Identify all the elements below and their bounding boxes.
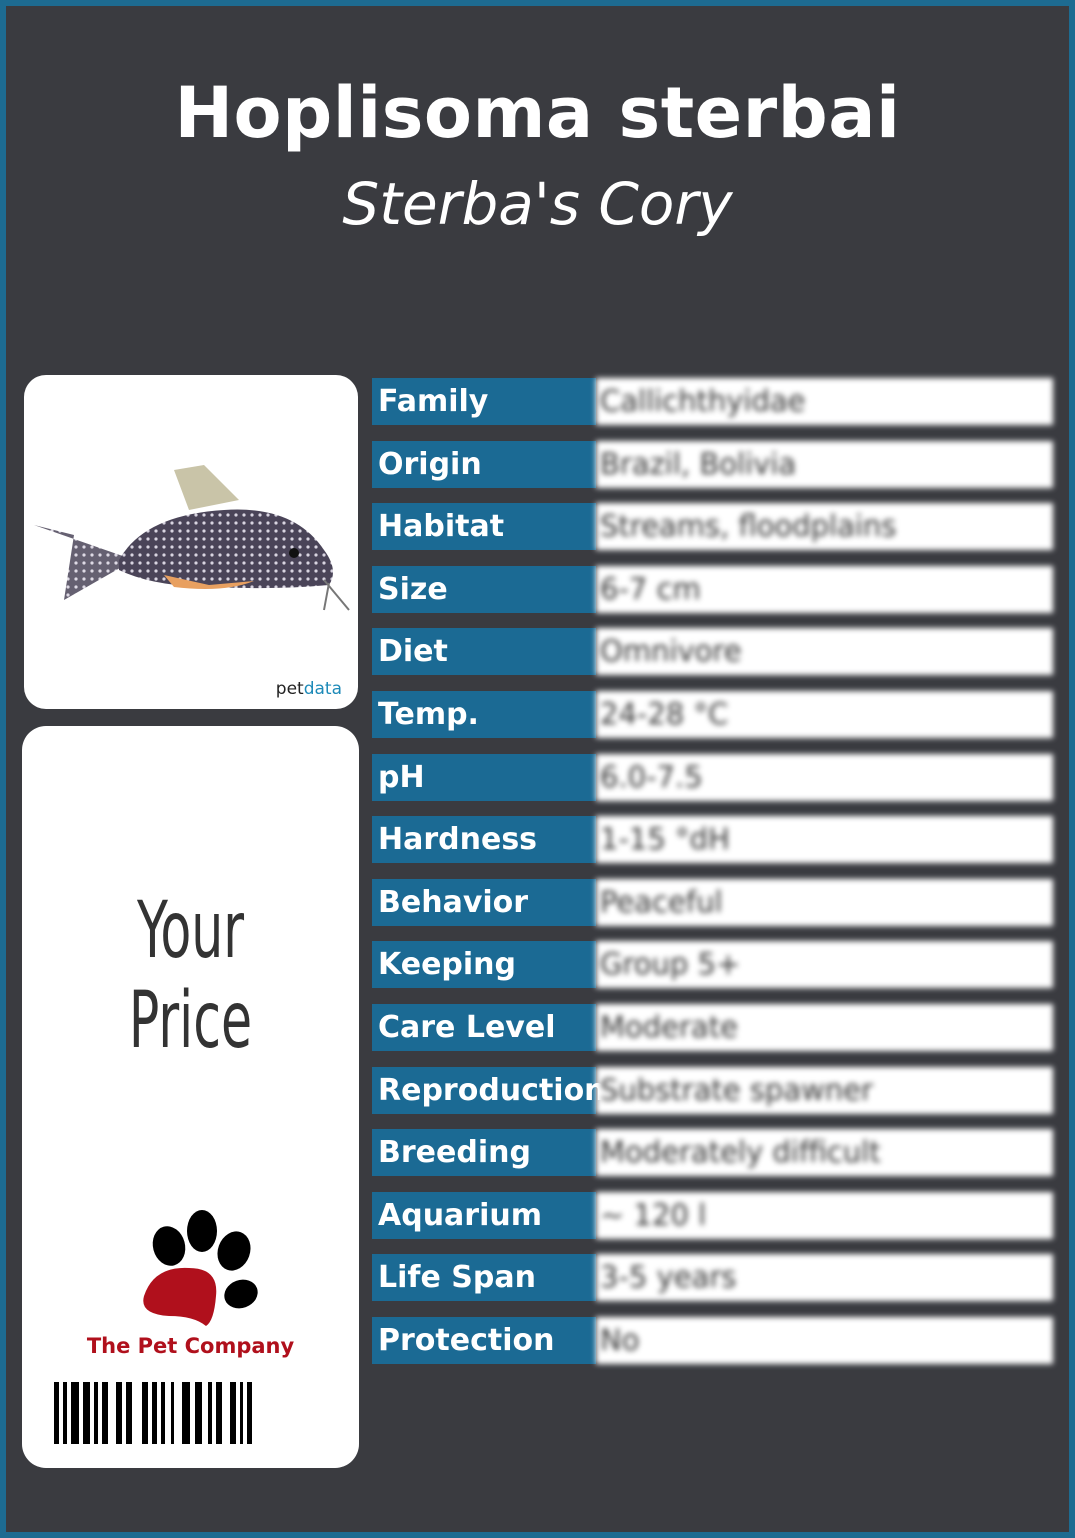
fact-value: 1-15 °dH — [596, 816, 1053, 864]
paw-logo-icon — [143, 1210, 258, 1326]
fact-row: Origin Brazil, Bolivia — [372, 440, 1053, 488]
fact-label: Breeding — [372, 1129, 596, 1177]
fact-value: Streams, floodplains — [596, 503, 1053, 551]
fact-value: Brazil, Bolivia — [596, 440, 1053, 488]
fact-label: Behavior — [372, 878, 596, 926]
fact-label: Care Level — [372, 1004, 596, 1051]
fact-row: Protection No — [372, 1317, 1053, 1364]
fact-label: Protection — [372, 1317, 596, 1364]
price-label: Your Price — [128, 886, 253, 1066]
fact-row: pH 6.0-7.5 — [372, 753, 1053, 801]
fact-label: Size — [372, 565, 596, 613]
fact-value: ~ 120 l — [596, 1191, 1053, 1239]
fact-row: Habitat Streams, floodplains — [372, 503, 1053, 551]
fact-label: Diet — [372, 628, 596, 676]
fact-label: Origin — [372, 440, 596, 488]
fact-value: Callichthyidae — [596, 378, 1053, 425]
fish-image — [34, 465, 350, 611]
fact-label: Temp. — [372, 691, 596, 738]
fact-label: Life Span — [372, 1254, 596, 1302]
fact-value: Omnivore — [596, 628, 1053, 676]
fact-row: Reproduction Substrate spawner — [372, 1066, 1053, 1114]
brand-name: The Pet Company — [86, 1334, 295, 1358]
fact-value: No — [596, 1317, 1053, 1364]
fact-value: 3-5 years — [596, 1254, 1053, 1302]
fact-value: Substrate spawner — [596, 1066, 1053, 1114]
fact-value: Moderate — [596, 1004, 1053, 1051]
petdata-logo: petdata — [276, 679, 342, 699]
fact-row: Temp. 24-28 °C — [372, 691, 1053, 738]
fact-row: Aquarium ~ 120 l — [372, 1191, 1053, 1239]
price-card: Your Price The Pet Company — [22, 726, 359, 1468]
petdata-logo-pet: pet — [275, 679, 304, 699]
fact-row: Life Span 3-5 years — [372, 1254, 1053, 1302]
fact-value: Moderately difficult — [596, 1129, 1053, 1177]
petdata-logo-data: data — [303, 679, 342, 699]
fact-row: Breeding Moderately difficult — [372, 1129, 1053, 1177]
fact-row: Hardness 1-15 °dH — [372, 816, 1053, 864]
fact-row: Size 6-7 cm — [372, 565, 1053, 613]
fact-label: Keeping — [372, 941, 596, 989]
fact-label: Hardness — [372, 816, 596, 864]
fact-label: Reproduction — [372, 1066, 606, 1114]
fact-row: Behavior Peaceful — [372, 878, 1053, 926]
fact-row: Care Level Moderate — [372, 1004, 1053, 1051]
scientific-name: Hoplisoma sterbai — [174, 72, 901, 154]
fact-value: 6.0-7.5 — [596, 753, 1053, 801]
fact-label: pH — [372, 753, 596, 801]
fact-label: Family — [372, 378, 596, 425]
fish-image-card: petdata — [24, 375, 358, 709]
barcode — [54, 1382, 252, 1444]
fact-value: 6-7 cm — [596, 565, 1053, 613]
fact-value: Group 5+ — [596, 941, 1053, 989]
common-name: Sterba's Cory — [342, 170, 733, 238]
fact-row: Family Callichthyidae — [372, 378, 1053, 425]
fact-label: Aquarium — [372, 1191, 596, 1239]
fact-value: 24-28 °C — [596, 691, 1053, 738]
fact-row: Keeping Group 5+ — [372, 941, 1053, 989]
fact-label: Habitat — [372, 503, 596, 551]
fact-value: Peaceful — [596, 878, 1053, 926]
fact-row: Diet Omnivore — [372, 628, 1053, 676]
